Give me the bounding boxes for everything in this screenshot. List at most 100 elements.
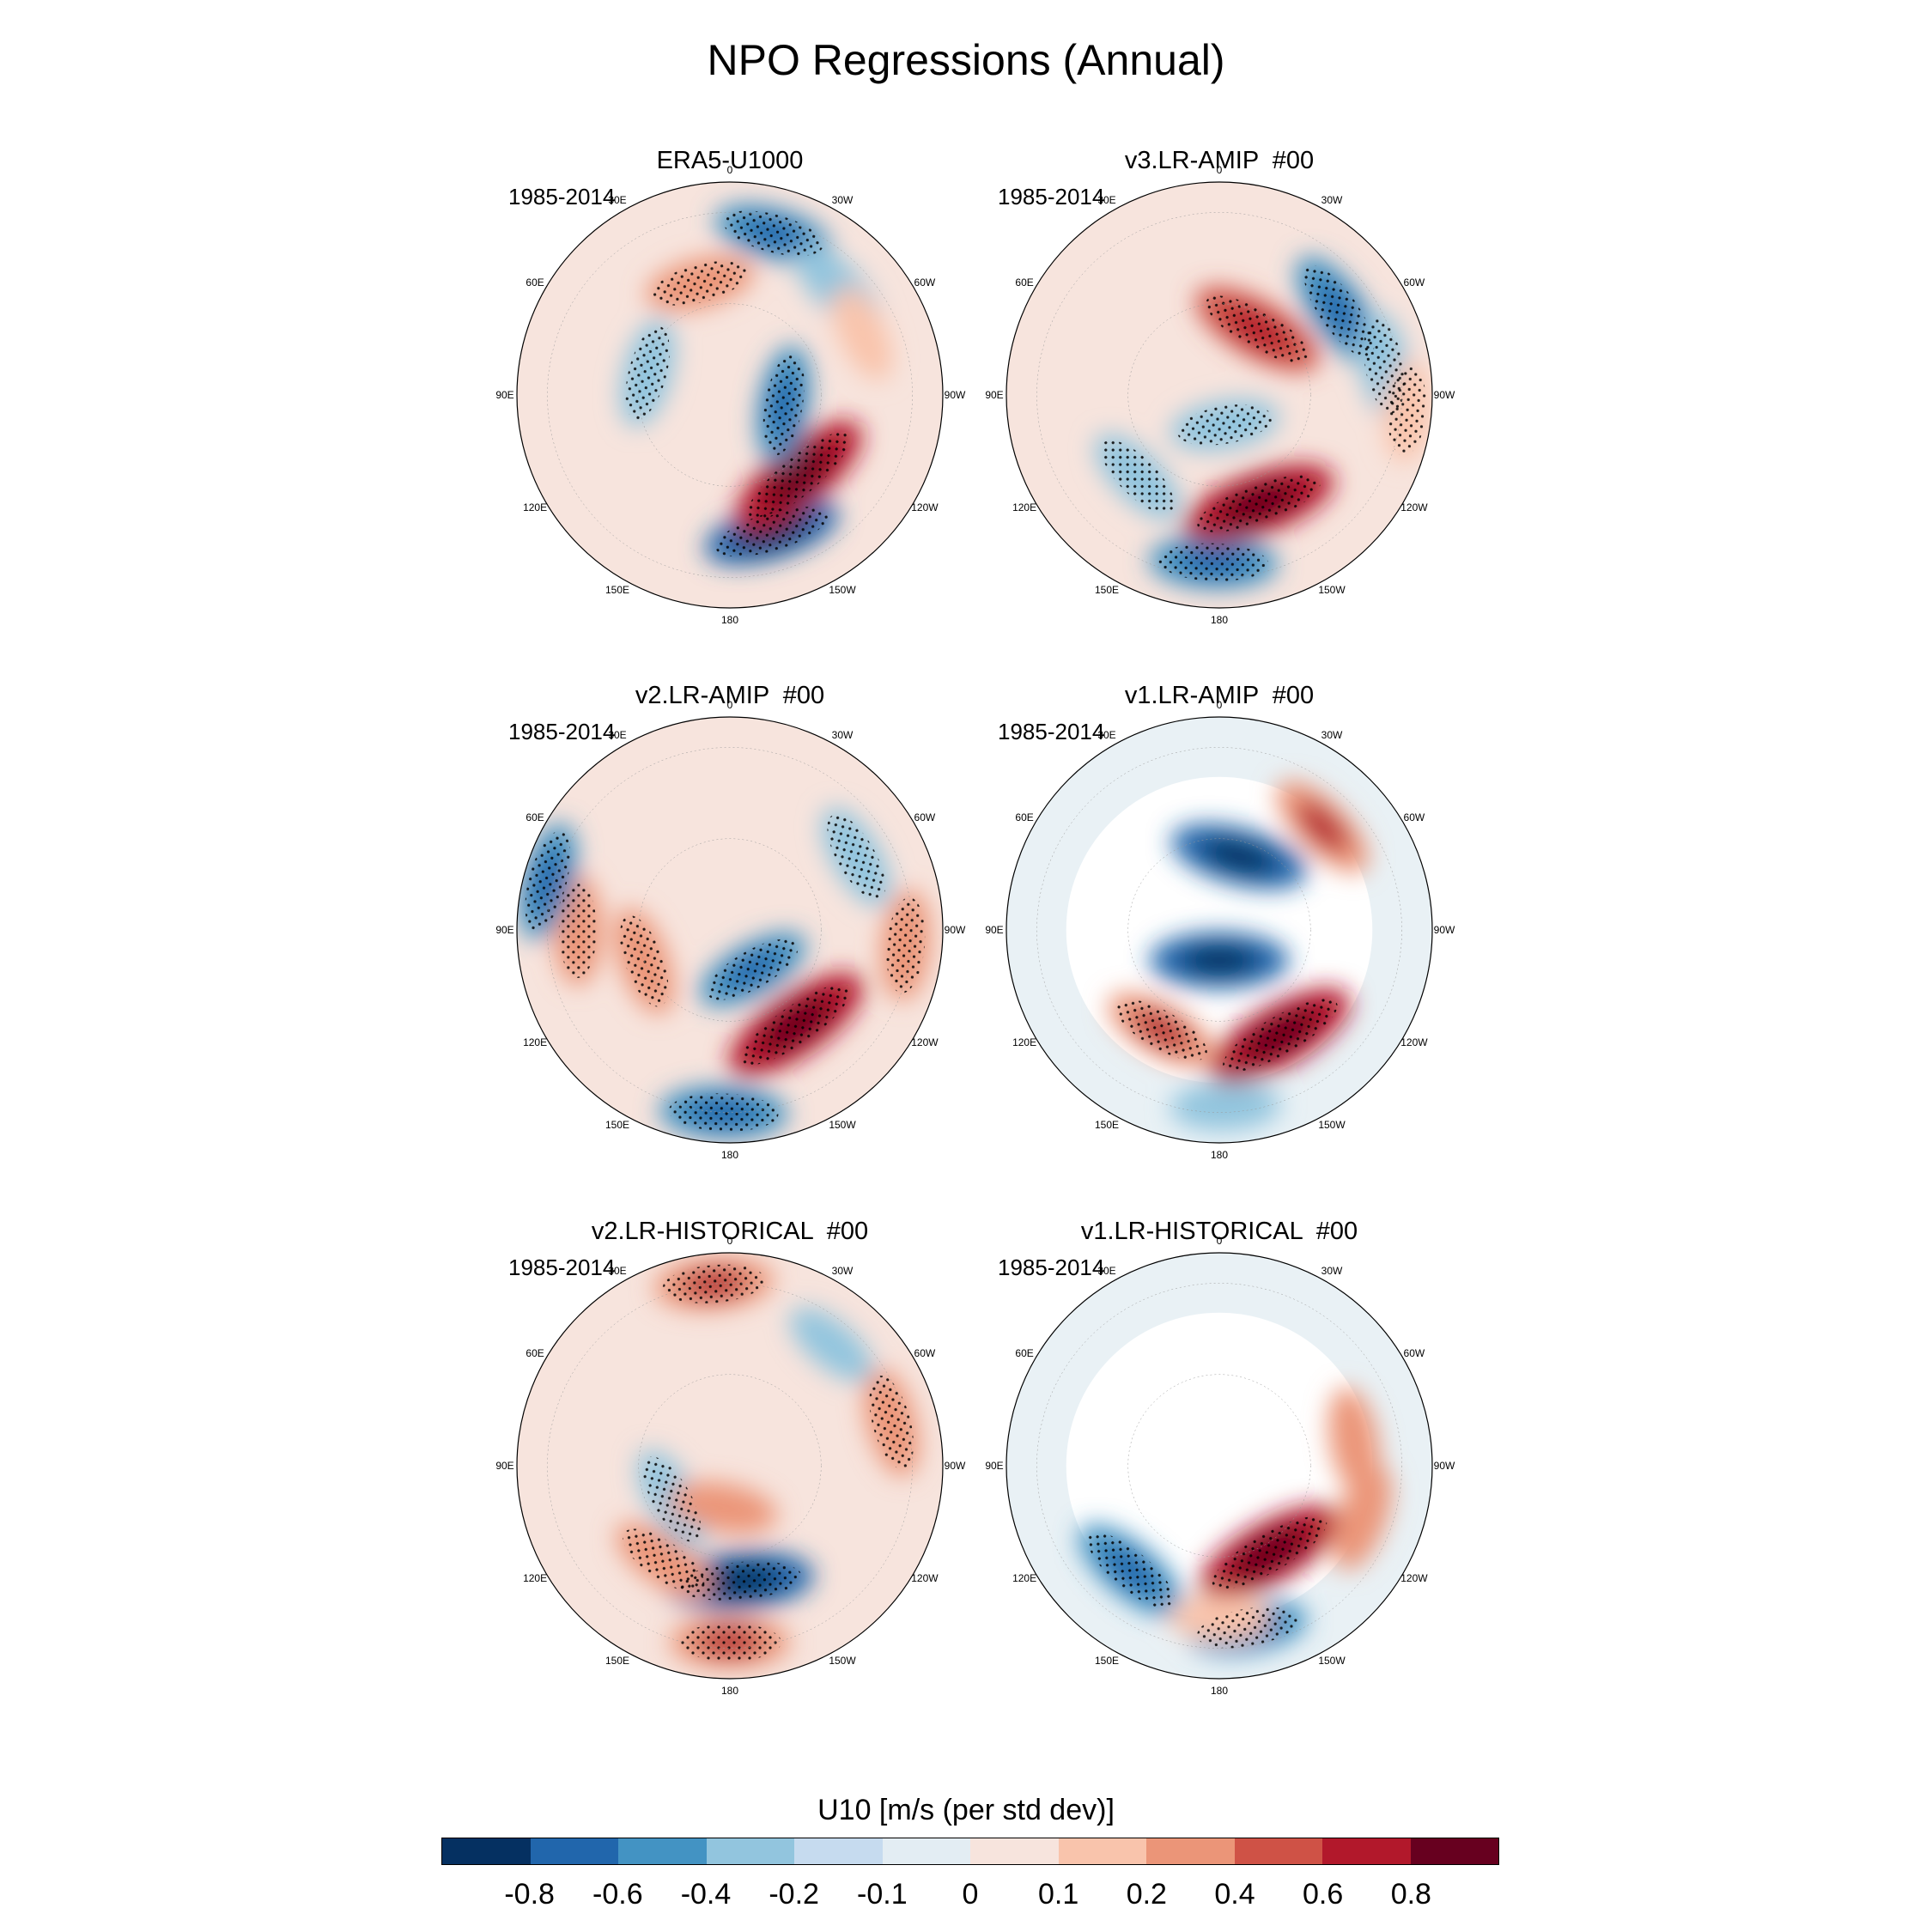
latitude-circle [1127,838,1311,1022]
longitude-label: 90W [1434,924,1455,936]
longitude-label: 90E [985,924,1003,936]
colorbar-title: U10 [m/s (per std dev)] [817,1794,1115,1826]
longitude-label: 30E [1097,1265,1115,1277]
significance-stipple [1087,1532,1176,1609]
latitude-circle [638,838,822,1022]
map-border [516,1252,944,1680]
longitude-label: 120E [523,1572,547,1584]
longitude-label: 0 [727,164,733,176]
significance-stipple [653,261,747,306]
longitude-label: 60W [1404,276,1425,289]
anomaly-core [1201,838,1277,875]
significance-stipple [1206,295,1309,363]
anomaly-blob [832,286,892,380]
longitude-label: 0 [1217,164,1223,176]
longitude-label: 90W [945,1460,966,1472]
longitude-label: 150E [605,1119,629,1131]
significance-stipple [1212,1516,1327,1589]
longitude-label: 90E [985,1460,1003,1472]
latitude-circle [1036,747,1402,1113]
longitude-label: 90W [1434,389,1455,401]
longitude-label: 30W [832,1265,854,1277]
significance-stipple [1158,543,1269,581]
significance-stipple [869,1376,914,1469]
panel-period: 1985-2014 [508,184,616,210]
longitude-label: 120E [1012,1572,1036,1584]
longitude-label: 0 [727,1235,733,1247]
colorbar-tick-label: 0.8 [1390,1878,1431,1911]
panel-title: ERA5-U1000 [656,147,804,174]
map-panel-v2-lr-amip: v2.LR-AMIP #00 1985-2014 180 150E 120E 90E 6… [495,681,966,1162]
anomaly-core [1181,945,1258,976]
longitude-label: 150W [1318,1119,1346,1131]
polar-map: 180 150E 120E 90E 60E 30E 0 30W 60W 90W 120W 150W [495,1235,966,1697]
map-field [1006,717,1432,1143]
longitude-label: 120E [523,501,547,513]
longitude-label: 150W [1318,584,1346,596]
longitude-label: 120W [1400,1036,1428,1048]
colorbar-swatch-4 [794,1838,883,1864]
map-panel-v1-lr-historical: v1.LR-HISTORICAL #00 1985-2014 180 150E 12… [985,1217,1455,1698]
latitude-circle [547,747,913,1113]
colorbar-ticks: -0.8 -0.6 -0.4 -0.2 -0.1 0 0.1 0.2 0.4 0.6 0.8 [441,1877,1499,1915]
longitude-label: 30E [1097,194,1115,206]
polar-map: 180 150E 120E 90E 60E 30E 0 30W 60W 90W 120W 150W [495,699,966,1161]
longitude-label: 30W [1321,194,1343,206]
anomaly-blob [1328,1387,1380,1498]
longitude-label: 90E [495,1460,513,1472]
anomaly-core [1297,801,1348,853]
longitude-label: 30W [1321,1265,1343,1277]
latitude-circle [1036,212,1402,578]
map-field [517,717,943,1143]
longitude-label: 30E [608,194,626,206]
significance-stipple [623,1528,705,1593]
significance-stipple [886,897,926,993]
panel-period: 1985-2014 [508,719,616,744]
longitude-label: 90W [1434,1460,1455,1472]
longitude-label: 120E [1012,501,1036,513]
anomaly-blob [1170,1082,1281,1131]
latitude-circle [547,1283,913,1649]
longitude-label: 60W [914,1347,936,1359]
latitude-circle [638,303,822,487]
longitude-label: 180 [1211,1685,1228,1697]
significance-stipple [1115,999,1207,1061]
longitude-label: 0 [1217,699,1223,711]
significance-stipple [677,1561,802,1601]
map-border [1005,716,1433,1144]
longitude-label: 60E [1015,1347,1033,1359]
longitude-label: 60E [526,811,544,823]
significance-stipple [741,984,851,1066]
longitude-label: 60W [914,276,936,289]
latitude-circle [1127,1374,1311,1558]
panel-title: v3.LR-AMIP #00 [1124,147,1315,174]
colorbar-swatch-3 [706,1838,794,1864]
map-field [517,182,943,608]
significance-stipple [1197,1607,1299,1649]
longitude-label: 150E [1095,584,1119,596]
polar-map: 180 150E 120E 90E 60E 30E 0 30W 60W 90W 120W 150W [985,699,1455,1161]
longitude-label: 30E [608,729,626,741]
colorbar-swatch-8 [1146,1838,1235,1864]
longitude-label: 60W [914,811,936,823]
colorbar-tick-label: 0.2 [1126,1878,1167,1911]
colorbar-tick-label: -0.8 [504,1878,555,1911]
map-panel-v3-lr-amip: v3.LR-AMIP #00 1985-2014 180 150E 120E 90E 6… [985,146,1455,627]
longitude-label: 120W [911,1036,939,1048]
colorbar-swatch-9 [1234,1838,1322,1864]
colorbar-swatch-5 [882,1838,970,1864]
longitude-label: 30W [1321,729,1343,741]
longitude-label: 150E [605,1655,629,1667]
significance-stipple [558,882,597,978]
significance-stipple [762,353,805,456]
longitude-label: 150E [1095,1119,1119,1131]
longitude-label: 30E [1097,729,1115,741]
map-panel-v2-lr-historical: v2.LR-HISTORICAL #00 1985-2014 180 150E 12… [495,1217,966,1698]
panel-title: v1.LR-AMIP #00 [1124,682,1315,709]
figure-title: NPO Regressions (Annual) [707,36,1225,84]
longitude-label: 150W [829,584,856,596]
map-field [1006,182,1432,608]
longitude-label: 60E [526,276,544,289]
longitude-label: 90E [985,389,1003,401]
map-panel-era5-u1000: ERA5-U1000 1985-2014 180 150E 120E 90E 60E 30… [495,146,966,627]
